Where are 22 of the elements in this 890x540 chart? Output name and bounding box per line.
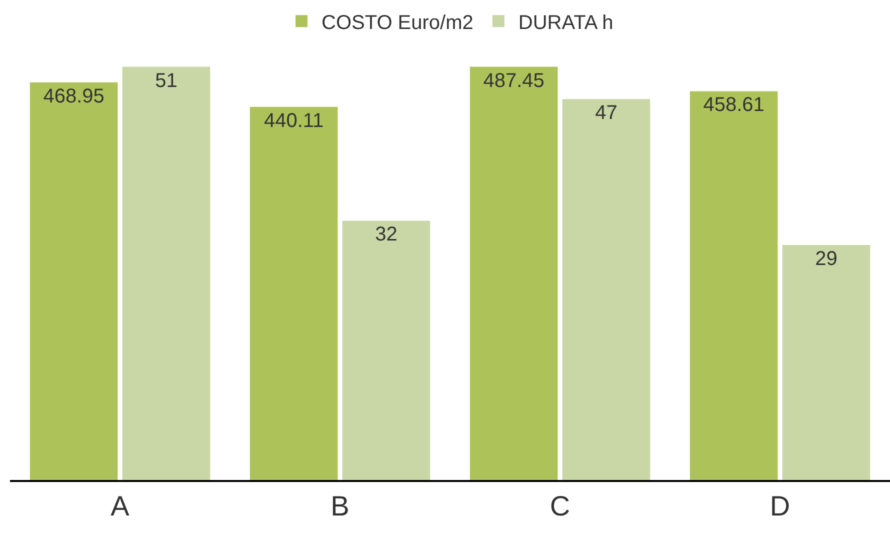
data-label: 47 (595, 102, 618, 124)
data-label: 468.95 (43, 85, 104, 108)
data-label: 440.11 (264, 110, 324, 132)
bar (342, 220, 430, 480)
bar (562, 99, 650, 480)
x-tick-label: C (550, 490, 570, 522)
data-label: 487.45 (483, 70, 544, 92)
x-tick-label: A (110, 490, 130, 522)
bar (470, 66, 558, 480)
data-label: 32 (375, 224, 398, 246)
data-label: 51 (155, 70, 178, 92)
bar (250, 106, 338, 480)
bar (690, 91, 778, 480)
legend-label: COSTO Euro/m2 (322, 12, 474, 34)
data-label: 458.61 (703, 94, 764, 116)
bar (30, 82, 118, 480)
bar (122, 66, 210, 480)
bar (782, 245, 870, 480)
x-tick-label: B (330, 490, 350, 522)
legend-label: DURATA h (518, 12, 614, 34)
x-tick-label: D (770, 490, 790, 522)
data-label: 29 (815, 248, 838, 270)
